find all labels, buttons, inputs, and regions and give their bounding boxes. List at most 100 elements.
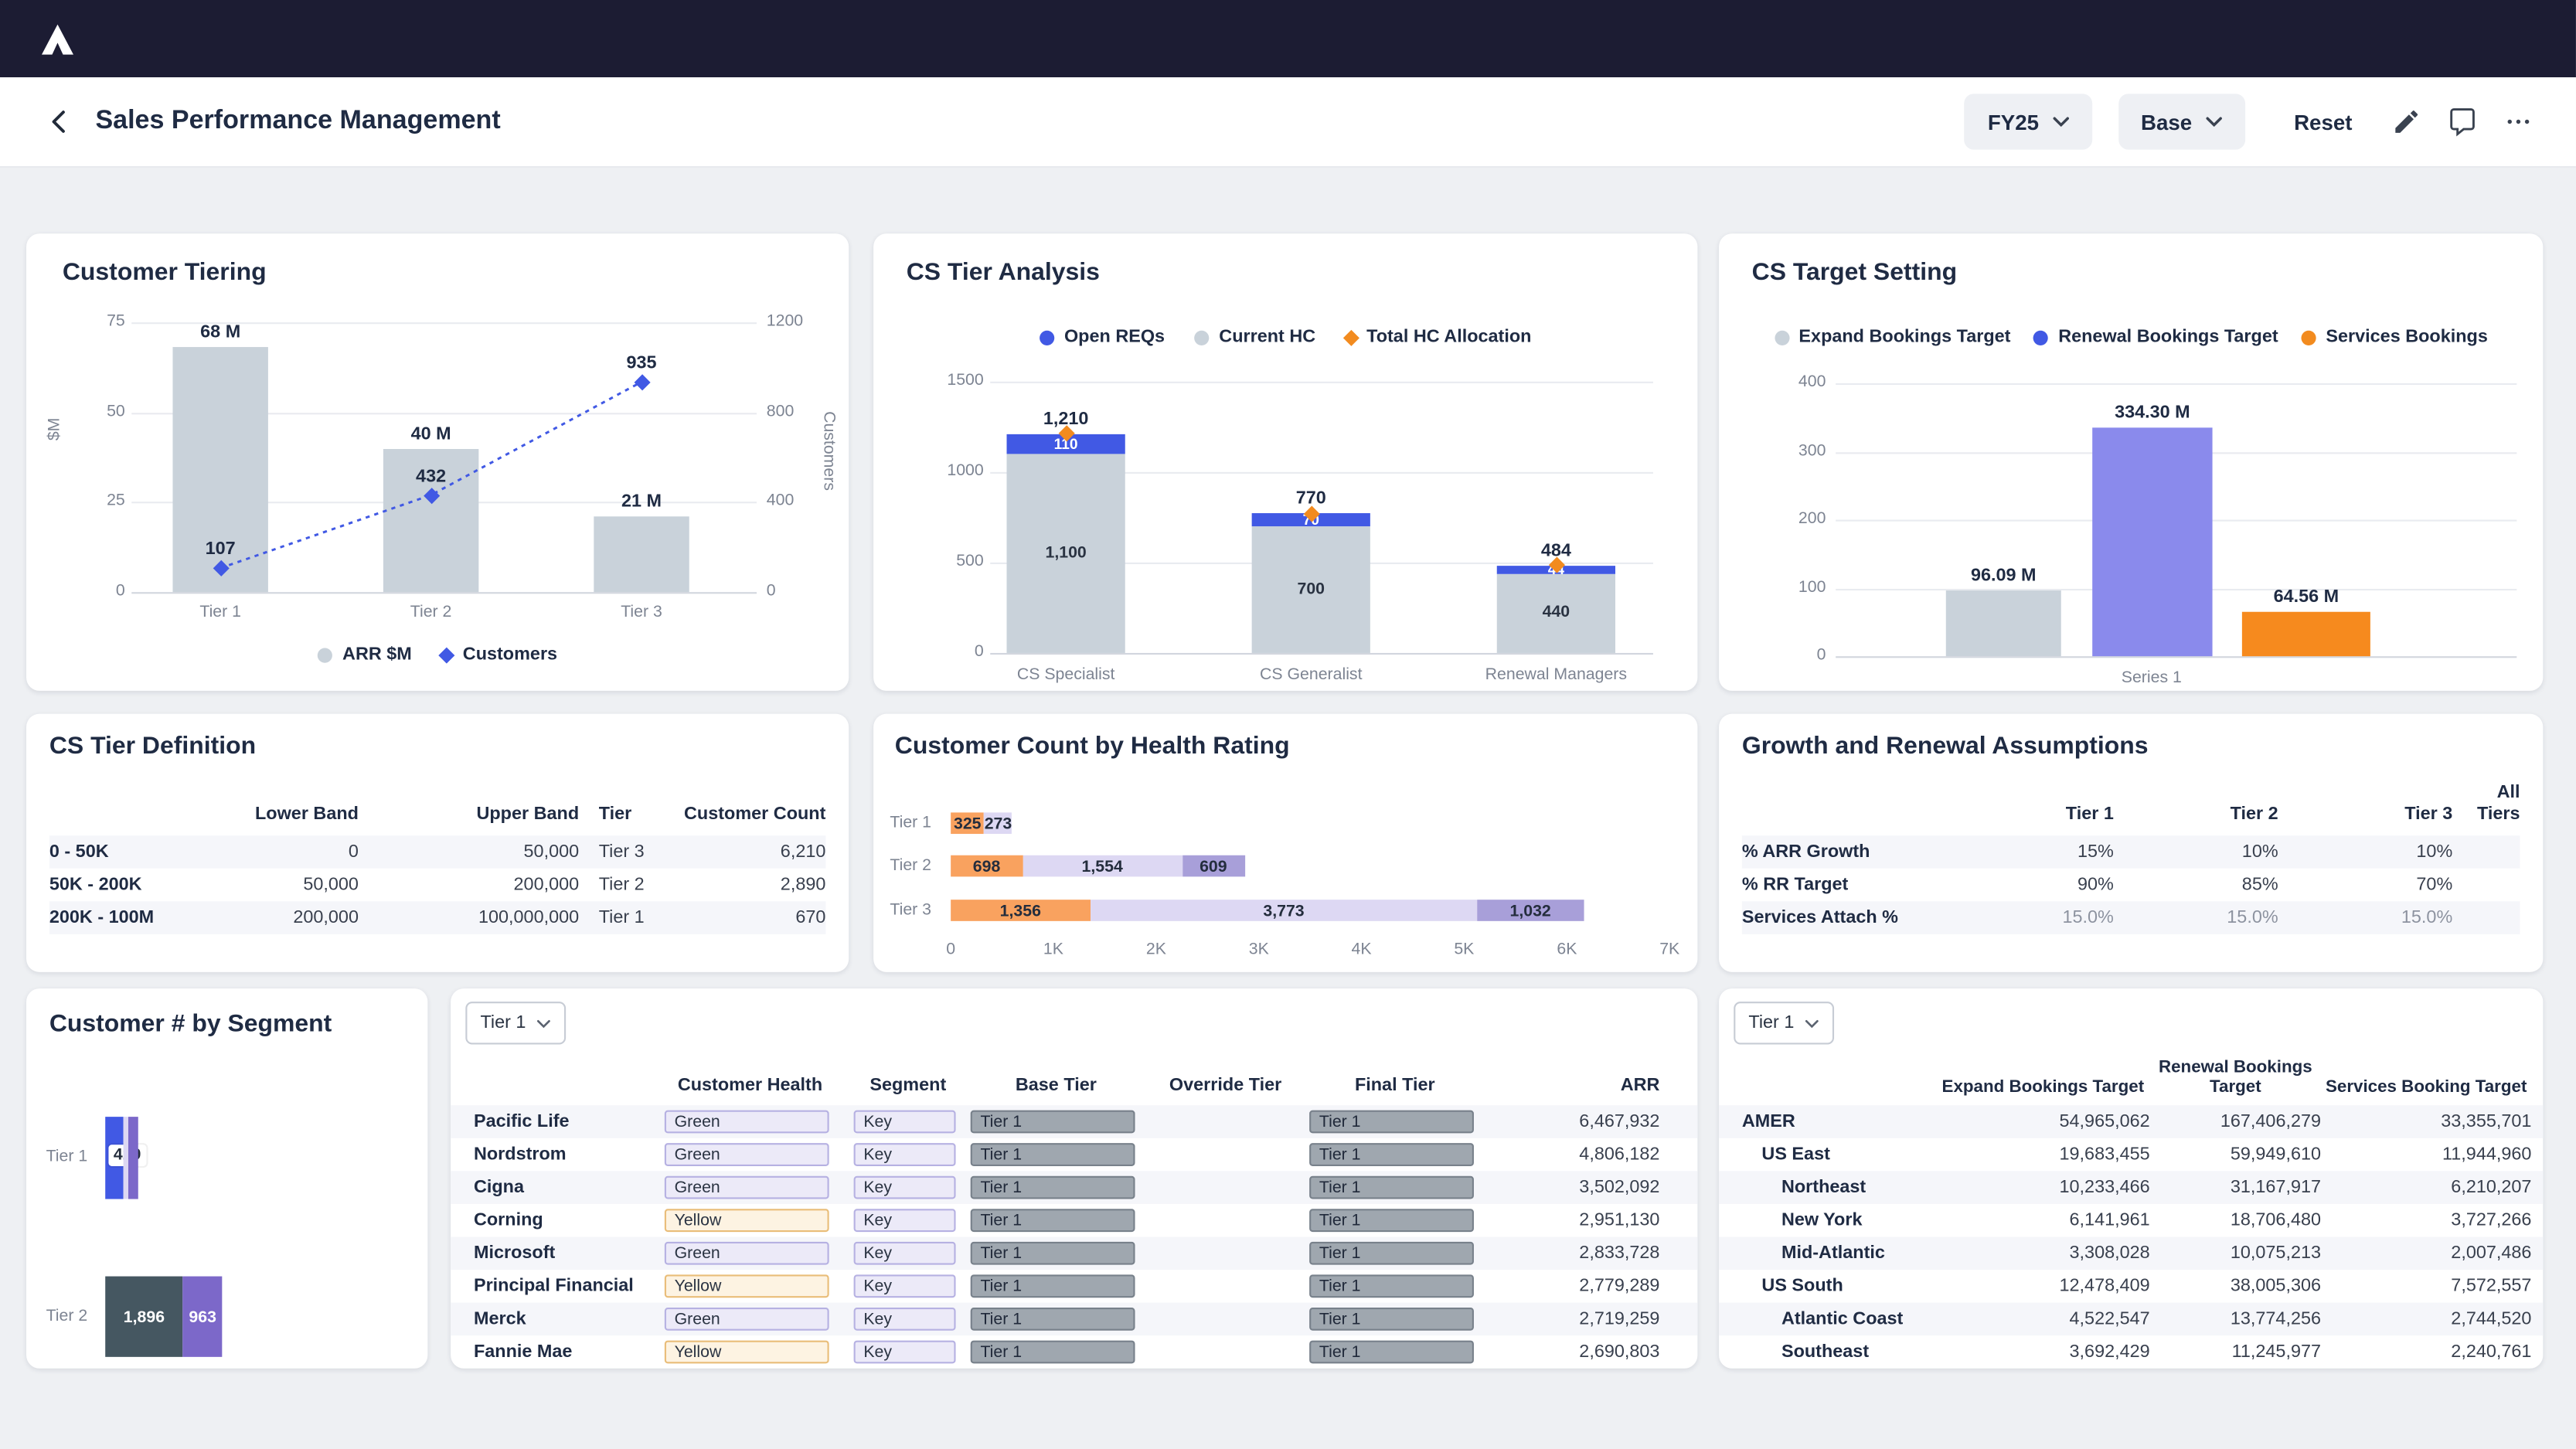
version-selector[interactable]: Base [2118,94,2245,150]
total-label: 1,210 [1043,409,1089,430]
base-tier-dropdown[interactable]: Tier 1 [970,1307,1135,1331]
column-header: Services Booking Target [2326,1077,2527,1097]
final-tier-dropdown[interactable]: Tier 1 [1309,1241,1474,1265]
edit-pencil-icon[interactable] [2392,107,2421,136]
table-row: % RR Target 90% 85% 70% [1742,869,2520,902]
base-tier-dropdown[interactable]: Tier 1 [970,1209,1135,1233]
page-title: Sales Performance Management [95,107,501,135]
bookings-table-tier-filter[interactable]: Tier 1 [1734,1002,1834,1045]
y-axis-tick: 0 [1816,646,1826,665]
table-row: Nordstrom Green Key Tier 1 Tier 1 4,806,182 [451,1138,1697,1172]
health-dropdown[interactable]: Green [664,1307,829,1331]
card-title: CS Tier Analysis [906,258,1100,287]
segment-dropdown[interactable]: Key [853,1274,956,1298]
customer-tiering-legend: ARR $M Customers [26,645,849,665]
final-tier-cell: Tier 1 [1309,1274,1480,1298]
segment-dropdown[interactable]: Key [853,1209,956,1233]
arr-value: 2,719,259 [1579,1309,1660,1329]
x-axis-tick: Renewal Managers [1485,665,1628,685]
anaplan-logo[interactable] [39,21,76,57]
final-tier-dropdown[interactable]: Tier 1 [1309,1307,1474,1331]
base-tier-dropdown[interactable]: Tier 1 [970,1340,1135,1364]
y-axis-tick: 200 [1798,509,1826,529]
x-axis-series-label: Series 1 [2121,669,2182,688]
y2-axis-tick: 800 [766,402,795,421]
table-header: Expand Bookings Target Renewal Bookings T… [1719,1049,2543,1105]
reset-button[interactable]: Reset [2294,109,2353,134]
arr-value: 2,833,728 [1579,1243,1660,1264]
final-tier-dropdown[interactable]: Tier 1 [1309,1143,1474,1166]
y-axis-tick: 500 [956,553,984,571]
card-title: Customer Tiering [62,258,267,287]
base-tier-dropdown[interactable]: Tier 1 [970,1175,1135,1199]
customer-name: Nordstrom [473,1145,567,1165]
health-dropdown[interactable]: Green [664,1241,829,1265]
legend-label: ARR $M [342,645,412,665]
segment-dropdown[interactable]: Key [853,1143,956,1166]
cell: 33,355,701 [2441,1111,2532,1132]
base-tier-cell: Tier 1 [970,1307,1142,1331]
base-tier-dropdown[interactable]: Tier 1 [970,1274,1135,1298]
health-dropdown[interactable]: Yellow [664,1209,829,1233]
final-tier-dropdown[interactable]: Tier 1 [1309,1110,1474,1134]
final-tier-dropdown[interactable]: Tier 1 [1309,1274,1474,1298]
cell: 6,141,961 [2069,1210,2150,1230]
health-dropdown[interactable]: Green [664,1143,829,1166]
segment-bar [105,1276,183,1357]
customer-table-tier-filter[interactable]: Tier 1 [465,1002,566,1045]
final-tier-cell: Tier 1 [1309,1340,1480,1364]
point-value-label: 432 [416,467,447,487]
period-selector[interactable]: FY25 [1965,94,2092,150]
bar-value-label: 21 M [621,492,662,512]
comment-icon[interactable] [2448,107,2477,137]
segment-dropdown[interactable]: Key [853,1175,956,1199]
legend-label: Open REQs [1063,327,1165,348]
arr-value: 2,779,289 [1579,1276,1660,1297]
cell: 50,000 [523,842,580,862]
current-hc-bar [1251,526,1370,653]
customer-name: Merck [473,1309,526,1329]
segment-dropdown[interactable]: Key [853,1307,956,1331]
cell: 2,007,486 [2451,1243,2532,1264]
segment-dropdown[interactable]: Key [853,1241,956,1265]
more-menu-icon[interactable] [2503,107,2533,136]
cell: 670 [795,907,826,928]
cell: 19,683,455 [2059,1145,2150,1165]
region-name: US South [1761,1276,1843,1297]
table-row: Microsoft Green Key Tier 1 Tier 1 2,833,728 [451,1236,1698,1270]
back-icon[interactable] [43,105,76,138]
base-tier-dropdown[interactable]: Tier 1 [970,1143,1135,1166]
table-row: % ARR Growth 15% 10% 10% [1741,835,2520,869]
health-dropdown[interactable]: Yellow [664,1274,829,1298]
current-hc-label: 700 [1297,580,1325,598]
segment-dropdown[interactable]: Key [853,1110,956,1134]
health-cell: Green [664,1175,835,1199]
health-segment-label: 609 [1200,858,1227,877]
segment-cell: Key [853,1274,962,1298]
y2-axis-tick: 400 [766,492,795,511]
final-tier-dropdown[interactable]: Tier 1 [1309,1175,1474,1199]
segment-dropdown[interactable]: Key [853,1340,956,1364]
x-axis-tick: 0 [946,940,956,959]
table-row: 0 - 50K 0 50,000 Tier 3 6,210 [49,835,826,869]
final-tier-dropdown[interactable]: Tier 1 [1309,1209,1474,1233]
health-segment [1090,900,1478,921]
health-segment [1182,855,1245,877]
table-row: Merck Green Key Tier 1 Tier 1 2,719,259 [451,1302,1698,1336]
health-cell: Yellow [664,1209,835,1233]
health-segment [951,900,1091,921]
health-dropdown[interactable]: Yellow [664,1340,829,1364]
y-axis-tick: 1500 [947,371,984,390]
health-dropdown[interactable]: Green [664,1175,829,1199]
health-segment-label: 698 [972,858,1001,877]
column-header: Tier [598,804,632,825]
final-tier-dropdown[interactable]: Tier 1 [1309,1340,1474,1364]
base-tier-dropdown[interactable]: Tier 1 [970,1241,1135,1265]
x-axis-tick: 5K [1454,940,1475,959]
base-tier-dropdown[interactable]: Tier 1 [970,1110,1135,1134]
legend-label: Current HC [1219,327,1316,348]
table-row: Atlantic Coast 4,522,547 13,774,256 2,744,5… [1719,1302,2544,1336]
chevron-down-icon [1805,1019,1819,1028]
table-row: Corning Yellow Key Tier 1 Tier 1 2,951,130 [451,1204,1697,1237]
health-dropdown[interactable]: Green [664,1110,829,1134]
